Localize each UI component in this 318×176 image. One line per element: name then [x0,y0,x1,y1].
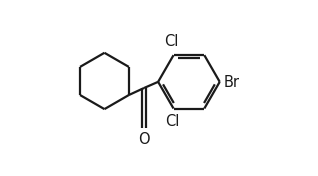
Text: Cl: Cl [165,114,180,129]
Text: O: O [138,132,150,147]
Text: Br: Br [223,75,239,90]
Text: Cl: Cl [164,34,178,49]
